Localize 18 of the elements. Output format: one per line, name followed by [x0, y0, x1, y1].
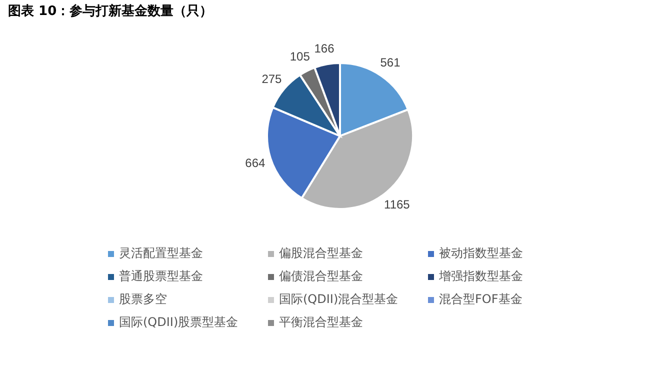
data-label: 275 [262, 72, 282, 86]
legend-label: 普通股票型基金 [119, 268, 203, 285]
legend-label: 国际(QDII)混合型基金 [279, 291, 398, 308]
data-label: 166 [314, 41, 335, 56]
data-label: 1165 [384, 197, 410, 212]
legend-label: 偏债混合型基金 [279, 268, 363, 285]
legend-label: 被动指数型基金 [439, 245, 523, 262]
legend-label: 平衡混合型基金 [279, 314, 363, 331]
data-label: 105 [290, 50, 310, 64]
legend-label: 灵活配置型基金 [119, 245, 203, 262]
legend-label: 股票多空 [119, 291, 167, 308]
legend-label: 混合型FOF基金 [439, 291, 522, 308]
chart-title: 图表 10：参与打新基金数量（只） [8, 2, 213, 20]
data-label: 664 [245, 156, 266, 170]
legend-label: 国际(QDII)股票型基金 [119, 314, 238, 331]
data-label: 561 [380, 56, 401, 70]
legend-label: 偏股混合型基金 [279, 245, 363, 262]
legend-label: 增强指数型基金 [439, 268, 523, 285]
